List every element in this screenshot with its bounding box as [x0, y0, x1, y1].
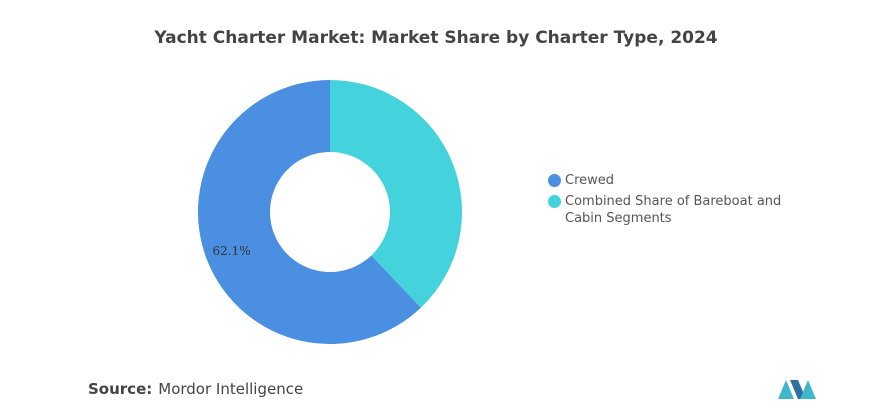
legend-item: Combined Share of Bareboat and Cabin Seg… [548, 193, 818, 227]
source-text: Mordor Intelligence [158, 380, 304, 398]
legend-swatch [548, 174, 561, 187]
donut-slice [330, 79, 462, 308]
legend-swatch [548, 195, 561, 208]
legend-item: Crewed [548, 172, 818, 189]
logo [778, 380, 816, 399]
legend: Crewed Combined Share of Bareboat and Cab… [548, 172, 818, 231]
data-label: 62.1% [213, 244, 251, 258]
donut-slice [198, 80, 421, 344]
legend-label: Crewed [565, 173, 615, 188]
source: Source: Mordor Intelligence [88, 380, 303, 398]
legend-label: Combined Share of Bareboat and Cabin Seg… [565, 194, 782, 226]
chart-title: Yacht Charter Market: Market Share by Ch… [153, 28, 717, 48]
source-label: Source: [88, 380, 153, 398]
